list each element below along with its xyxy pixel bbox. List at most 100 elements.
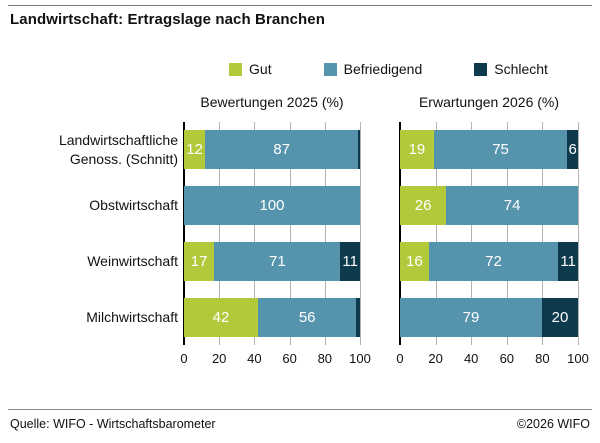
x-axis-tick-label: 0: [180, 351, 188, 366]
bar-segment-befriedigend: 71: [214, 242, 341, 281]
x-axis-tick-label: 20: [211, 351, 227, 366]
bar-segment-gut: 19: [400, 130, 434, 169]
legend-swatch-icon: [229, 62, 243, 76]
bar-value-label: 6: [568, 141, 577, 158]
category-label: Weinwirtschaft: [0, 242, 178, 281]
x-axis-tick-label: 100: [567, 351, 589, 366]
bar-value-label: 42: [212, 309, 230, 326]
category-label-line: Milchwirtschaft: [86, 309, 178, 326]
bar-row: 17 71 11: [184, 242, 360, 281]
y-axis-line: [183, 122, 185, 345]
bar-segment-schlecht: 11: [558, 242, 578, 281]
gridline: [219, 122, 221, 345]
bar-row: 100: [184, 186, 360, 225]
gridline: [360, 122, 361, 345]
legend-label: Schlecht: [494, 61, 548, 77]
bar-segment-befriedigend: 100: [184, 186, 360, 225]
x-axis-tick-label: 20: [428, 351, 443, 366]
x-axis-tick-label: 60: [499, 351, 515, 366]
legend-item-gut: Gut: [229, 61, 272, 77]
bar-row: 16 72 11: [400, 242, 578, 281]
x-axis-tick-label: 80: [317, 351, 333, 366]
legend-swatch-icon: [323, 62, 337, 76]
bar-value-label: 19: [408, 141, 426, 158]
category-label-line: Genoss. (Schnitt): [69, 150, 178, 167]
footer-copyright: ©2026 WIFO: [516, 417, 590, 431]
bar-segment-gut: 42: [184, 298, 258, 337]
bar-value-label: 12: [186, 141, 203, 158]
bar-value-label: 17: [190, 253, 208, 270]
bar-segment-schlecht: [358, 130, 360, 169]
x-axis-ticks-2025: 0 20 40 60 80 100: [180, 351, 370, 367]
bar-segment-befriedigend: 56: [257, 298, 357, 337]
legend: Gut Befriedigend Schlecht: [185, 61, 592, 77]
category-label-line: Obstwirtschaft: [89, 197, 178, 214]
bar-row: 12 87: [184, 130, 360, 169]
gridline: [254, 122, 256, 345]
bar-value-label: 72: [485, 253, 502, 270]
x-axis-tick-label: 80: [535, 351, 550, 366]
bar-value-label: 11: [560, 253, 576, 270]
legend-item-befriedigend: Befriedigend: [323, 61, 423, 77]
bar-segment-befriedigend: 74: [446, 186, 578, 225]
bar-row: 19 75 6: [400, 130, 578, 169]
category-label-line: Landwirtschaftliche: [58, 132, 178, 149]
panel-header-2026: Erwartungen 2026 (%): [418, 94, 560, 110]
bar-value-label: 75: [492, 141, 509, 158]
gridline: [435, 122, 437, 345]
bar-value-label: 79: [462, 309, 480, 326]
bar-segment-gut: 12: [184, 130, 206, 169]
bar-segment-schlecht: 11: [340, 242, 360, 281]
category-label: Milchwirtschaft: [0, 298, 178, 337]
category-label: Landwirtschaftliche Genoss. (Schnitt): [0, 130, 178, 169]
bar-segment-gut: 17: [184, 242, 215, 281]
legend-label: Befriedigend: [343, 61, 423, 77]
x-axis-tick-label: 100: [349, 351, 371, 366]
legend-label: Gut: [249, 61, 272, 77]
bar-value-label: 56: [298, 309, 316, 326]
bar-segment-befriedigend: 75: [433, 130, 568, 169]
bar-segment-befriedigend: 72: [428, 242, 559, 281]
footer-rule: [8, 409, 592, 410]
bar-segment-gut: 16: [400, 242, 429, 281]
bar-segment-gut: 26: [400, 186, 447, 225]
bar-value-label: 11: [342, 253, 358, 270]
category-label: Obstwirtschaft: [0, 186, 178, 225]
panel-header-2025: Bewertungen 2025 (%): [200, 94, 344, 110]
bar-segment-schlecht: 20: [542, 298, 578, 337]
legend-item-schlecht: Schlecht: [474, 61, 548, 77]
category-label-line: Weinwirtschaft: [87, 253, 178, 270]
bar-value-label: 71: [268, 253, 286, 270]
top-rule: [8, 5, 592, 6]
bar-value-label: 74: [503, 197, 521, 214]
gridline: [471, 122, 473, 345]
x-axis-ticks-2026: 0 20 40 60 80 100: [396, 351, 588, 367]
y-axis-line: [399, 122, 401, 345]
gridline: [506, 122, 508, 345]
panel-2025: 12 87 100 17 71 11 42 56: [183, 122, 361, 345]
bar-value-label: 20: [551, 309, 569, 326]
chart-title: Landwirtschaft: Ertragslage nach Branche…: [10, 11, 326, 28]
bar-row: 79 20: [400, 298, 578, 337]
gridline: [324, 122, 326, 345]
x-axis-tick-label: 40: [463, 351, 479, 366]
bar-value-label: 16: [406, 253, 423, 270]
gridline: [289, 122, 291, 345]
x-axis-tick-label: 0: [396, 351, 404, 366]
bar-segment-schlecht: [356, 298, 360, 337]
category-labels: Landwirtschaftliche Genoss. (Schnitt) Obst…: [0, 122, 178, 345]
bar-segment-befriedigend: 87: [205, 130, 359, 169]
bar-value-label: 26: [414, 197, 432, 214]
x-axis-tick-label: 60: [282, 351, 297, 366]
legend-swatch-icon: [474, 62, 488, 76]
bar-value-label: 87: [273, 141, 290, 158]
x-axis-tick-label: 40: [247, 351, 262, 366]
bar-row: 42 56: [184, 298, 360, 337]
bar-row: 26 74: [400, 186, 578, 225]
bar-segment-befriedigend: 79: [400, 298, 543, 337]
bar-segment-schlecht: 6: [567, 130, 578, 169]
panel-2026: 19 75 6 26 74 16 72 11 79 20: [399, 122, 579, 345]
gridline: [542, 122, 544, 345]
gridline: [578, 122, 579, 345]
